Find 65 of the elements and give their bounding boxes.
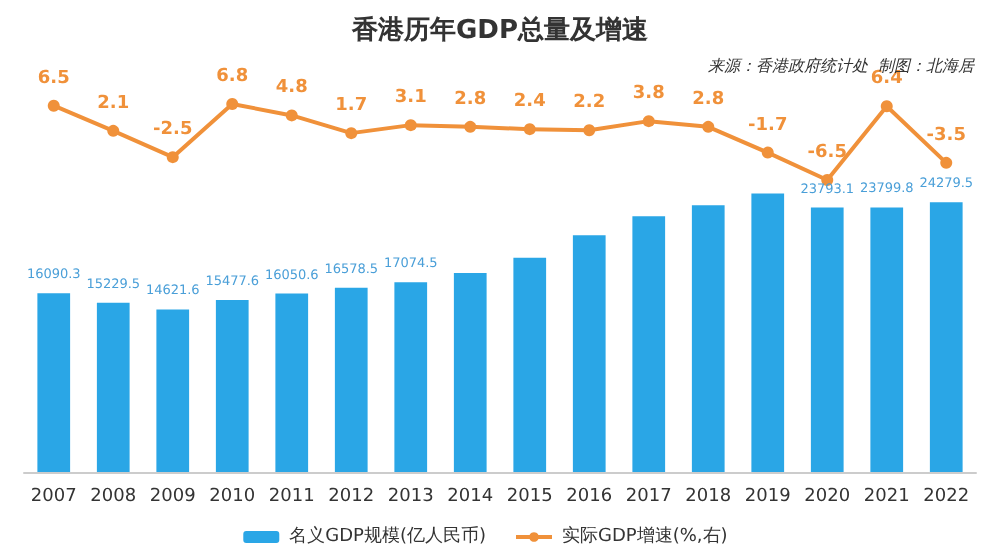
legend-label: 名义GDP规模(亿人民币) bbox=[289, 525, 487, 547]
data-label: 2.1 bbox=[97, 93, 130, 114]
bar bbox=[37, 293, 71, 472]
bar bbox=[453, 273, 487, 472]
bar bbox=[810, 207, 844, 472]
data-label: -1.7 bbox=[748, 115, 788, 136]
x-tick-label: 2010 bbox=[209, 487, 256, 507]
x-tick-label: 2009 bbox=[149, 487, 197, 507]
bar bbox=[215, 299, 249, 472]
bar bbox=[632, 216, 666, 472]
data-label: 2.4 bbox=[513, 92, 546, 113]
data-label: -2.5 bbox=[153, 120, 193, 141]
point bbox=[464, 120, 477, 133]
data-label: 4.8 bbox=[275, 78, 308, 99]
data-label: 6.8 bbox=[216, 67, 249, 87]
x-tick-label: 2007 bbox=[30, 487, 77, 507]
x-tick-label: 2013 bbox=[387, 487, 434, 507]
data-label: -6.5 bbox=[807, 143, 847, 163]
point bbox=[47, 99, 60, 112]
legend-label: 实际GDP增速(%,右) bbox=[562, 525, 728, 547]
x-tick-label: 2020 bbox=[804, 487, 851, 507]
bar bbox=[870, 207, 904, 472]
point bbox=[702, 120, 715, 133]
bar bbox=[96, 302, 130, 472]
chart-title: 香港历年GDP总量及增速 bbox=[350, 14, 650, 46]
point bbox=[166, 151, 179, 164]
point bbox=[523, 123, 536, 136]
point bbox=[285, 109, 298, 122]
bar bbox=[513, 257, 547, 472]
bar bbox=[929, 202, 963, 472]
bar bbox=[334, 287, 368, 472]
data-label: -3.5 bbox=[926, 125, 966, 146]
data-label: 1.7 bbox=[335, 96, 368, 117]
point bbox=[583, 124, 596, 137]
x-tick-label: 2019 bbox=[744, 487, 792, 507]
point bbox=[404, 119, 417, 132]
x-tick-label: 2016 bbox=[566, 487, 613, 507]
data-label: 6.5 bbox=[37, 68, 70, 89]
point bbox=[642, 115, 655, 128]
point bbox=[107, 124, 120, 137]
bar bbox=[156, 309, 190, 472]
x-tick-label: 2015 bbox=[506, 487, 553, 507]
bar bbox=[751, 193, 785, 472]
point bbox=[345, 127, 358, 140]
point bbox=[761, 146, 774, 159]
x-tick-label: 2017 bbox=[625, 487, 672, 507]
data-label: 3.1 bbox=[394, 88, 427, 109]
data-label: 2.2 bbox=[573, 93, 606, 114]
bar bbox=[691, 205, 725, 472]
data-label: 3.8 bbox=[632, 84, 665, 105]
x-tick-label: 2022 bbox=[923, 487, 970, 507]
x-tick-label: 2018 bbox=[685, 487, 732, 507]
bar bbox=[394, 282, 428, 472]
bar bbox=[275, 293, 309, 472]
bar bbox=[572, 235, 606, 472]
x-tick-label: 2008 bbox=[90, 487, 137, 507]
x-tick-label: 2011 bbox=[268, 487, 315, 507]
x-tick-label: 2012 bbox=[328, 487, 375, 507]
point bbox=[226, 98, 239, 110]
data-label: 2.8 bbox=[454, 89, 487, 110]
point bbox=[880, 100, 893, 113]
x-tick-label: 2014 bbox=[447, 487, 494, 507]
x-tick-label: 2021 bbox=[863, 487, 910, 507]
data-label: 2.8 bbox=[692, 89, 725, 110]
point bbox=[940, 156, 953, 169]
